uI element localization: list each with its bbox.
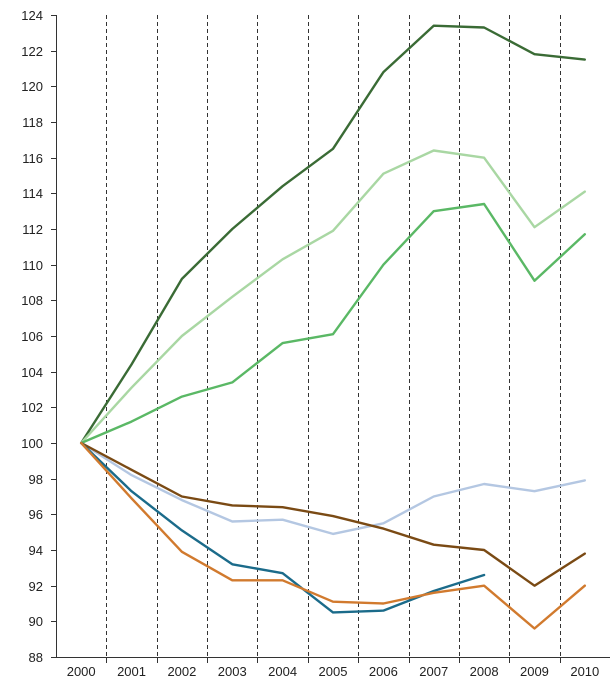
series-line-1: [79, 24, 586, 445]
x-tick-label: 2010: [570, 664, 599, 679]
y-tick-label: 88: [29, 650, 43, 665]
y-tick-label: 92: [29, 579, 43, 594]
y-tick-label: 116: [22, 151, 43, 166]
y-tick-label: 108: [21, 293, 43, 308]
y-tick-label: 96: [29, 507, 43, 522]
y-tick-label: 90: [29, 614, 43, 629]
tick-label-layer: 88 90 92 94 96 98 100 102 104 106 108 110 112 114 116 1…: [21, 8, 599, 679]
x-tick-label: 2005: [319, 664, 348, 679]
y-tick-label: 122: [21, 44, 43, 59]
y-tick-label: 94: [29, 543, 43, 558]
y-tick-label: 106: [21, 329, 43, 344]
x-tick-label: 2000: [67, 664, 96, 679]
series-line-5: [79, 441, 586, 587]
series-line-7: [79, 441, 586, 630]
x-tick-label: 2002: [167, 664, 196, 679]
y-tick-label: 98: [29, 472, 43, 487]
y-tick-label: 120: [21, 79, 43, 94]
y-tick-label: 112: [22, 222, 43, 237]
y-tick-label: 102: [21, 400, 43, 415]
x-tick-label: 2008: [470, 664, 499, 679]
x-tick-label: 2006: [369, 664, 398, 679]
y-tick-label: 114: [22, 186, 43, 201]
x-tick-label: 2001: [117, 664, 146, 679]
y-tick-label: 100: [21, 436, 43, 451]
y-tick-label: 124: [21, 8, 43, 23]
y-tick-label: 118: [22, 115, 43, 130]
series-line-3: [79, 202, 586, 445]
x-tick-label: 2003: [218, 664, 247, 679]
grid-layer: [106, 15, 561, 657]
series-line-2: [79, 149, 586, 445]
x-tick-label: 2007: [419, 664, 448, 679]
y-tick-label: 104: [21, 365, 43, 380]
x-tick-label: 2009: [520, 664, 549, 679]
series-line-4: [79, 441, 586, 536]
x-tick-label: 2004: [268, 664, 297, 679]
y-tick-label: 110: [22, 258, 43, 273]
series-line-6: [79, 441, 486, 614]
axis-layer: [51, 15, 610, 663]
series-layer: [79, 24, 586, 630]
